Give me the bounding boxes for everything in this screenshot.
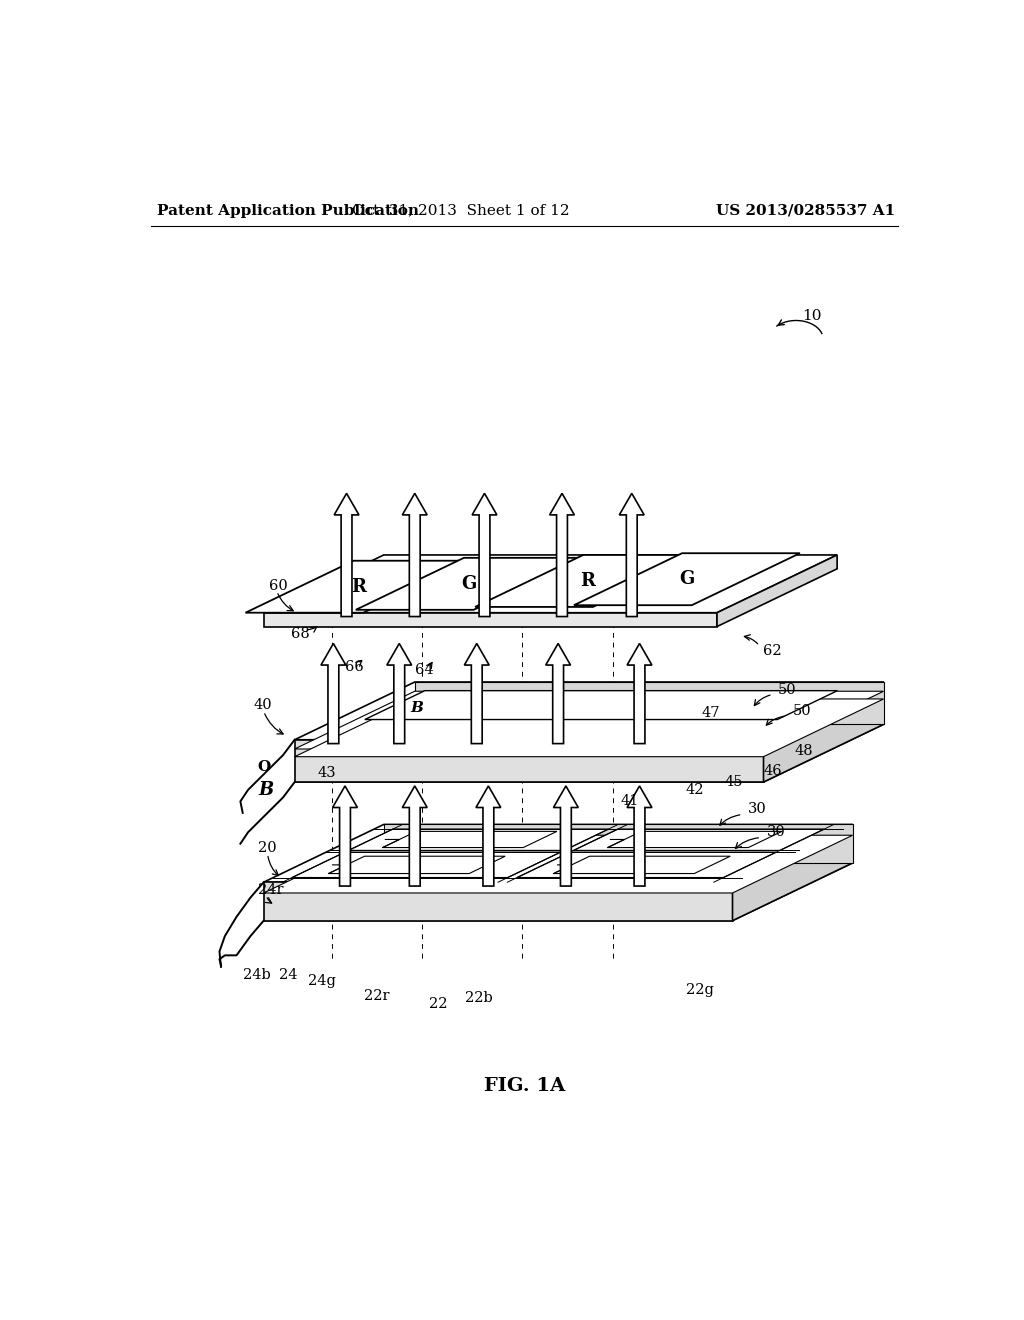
Polygon shape xyxy=(355,558,582,610)
Polygon shape xyxy=(387,644,412,743)
Polygon shape xyxy=(476,785,501,886)
Text: O: O xyxy=(257,760,270,774)
Polygon shape xyxy=(402,494,427,616)
Text: Oct. 31, 2013  Sheet 1 of 12: Oct. 31, 2013 Sheet 1 of 12 xyxy=(352,203,570,218)
Polygon shape xyxy=(292,853,560,878)
Text: 60: 60 xyxy=(269,578,288,593)
Text: 48: 48 xyxy=(795,744,813,758)
Polygon shape xyxy=(550,494,574,616)
Text: 24: 24 xyxy=(280,968,298,982)
Polygon shape xyxy=(384,825,853,863)
Polygon shape xyxy=(333,785,357,886)
Polygon shape xyxy=(464,644,489,743)
Polygon shape xyxy=(263,825,853,882)
Polygon shape xyxy=(554,785,579,886)
Text: 10: 10 xyxy=(802,309,821,323)
Text: B: B xyxy=(411,701,423,715)
Text: 68: 68 xyxy=(291,627,309,642)
Polygon shape xyxy=(764,682,884,781)
Polygon shape xyxy=(263,612,717,627)
Polygon shape xyxy=(402,785,427,886)
Text: US 2013/0285537 A1: US 2013/0285537 A1 xyxy=(716,203,895,218)
Polygon shape xyxy=(295,682,884,739)
Text: G: G xyxy=(679,570,694,589)
Polygon shape xyxy=(295,692,884,748)
Polygon shape xyxy=(348,829,608,850)
Polygon shape xyxy=(329,857,505,874)
Polygon shape xyxy=(475,554,701,607)
Text: 24r: 24r xyxy=(258,883,284,896)
Polygon shape xyxy=(365,690,838,719)
Polygon shape xyxy=(607,832,782,847)
Text: 66: 66 xyxy=(345,660,364,673)
Text: 24g: 24g xyxy=(308,974,336,987)
Text: Patent Application Publication: Patent Application Publication xyxy=(158,203,420,218)
Text: 24b: 24b xyxy=(243,968,270,982)
Polygon shape xyxy=(295,739,764,781)
Polygon shape xyxy=(554,857,730,874)
Polygon shape xyxy=(263,554,838,612)
Polygon shape xyxy=(573,553,800,605)
Polygon shape xyxy=(321,644,346,743)
Text: 40: 40 xyxy=(254,698,272,711)
Polygon shape xyxy=(620,494,644,616)
Polygon shape xyxy=(573,829,824,850)
Text: 47: 47 xyxy=(701,706,720,719)
Polygon shape xyxy=(334,494,359,616)
Polygon shape xyxy=(263,863,853,921)
Text: 45: 45 xyxy=(725,775,743,789)
Text: 30: 30 xyxy=(748,803,767,816)
Polygon shape xyxy=(546,644,570,743)
Text: 20: 20 xyxy=(258,841,276,854)
Text: 46: 46 xyxy=(764,763,782,777)
Text: 42: 42 xyxy=(686,783,705,797)
Text: 41: 41 xyxy=(621,795,639,808)
Polygon shape xyxy=(472,494,497,616)
Polygon shape xyxy=(627,644,652,743)
Text: FIG. 1A: FIG. 1A xyxy=(484,1077,565,1096)
Polygon shape xyxy=(627,785,652,886)
Polygon shape xyxy=(246,561,471,612)
Text: 22r: 22r xyxy=(365,989,390,1003)
Polygon shape xyxy=(383,832,557,847)
Text: 22g: 22g xyxy=(686,983,714,997)
Text: R: R xyxy=(581,572,596,590)
Text: 43: 43 xyxy=(317,766,337,780)
Polygon shape xyxy=(263,882,732,921)
Polygon shape xyxy=(415,682,884,725)
Text: 50: 50 xyxy=(777,682,796,697)
Text: 22: 22 xyxy=(429,997,447,1011)
Polygon shape xyxy=(517,853,776,878)
Polygon shape xyxy=(732,825,853,921)
Text: 30: 30 xyxy=(767,825,786,840)
Polygon shape xyxy=(717,554,838,627)
Polygon shape xyxy=(295,725,884,781)
Text: G: G xyxy=(461,574,476,593)
Text: B: B xyxy=(258,781,273,799)
Text: 64: 64 xyxy=(415,664,433,677)
Text: 22b: 22b xyxy=(465,991,493,1005)
Text: R: R xyxy=(351,578,366,595)
Text: 50: 50 xyxy=(793,705,812,718)
Text: 62: 62 xyxy=(764,644,782,659)
Polygon shape xyxy=(263,836,853,892)
Polygon shape xyxy=(295,700,884,756)
